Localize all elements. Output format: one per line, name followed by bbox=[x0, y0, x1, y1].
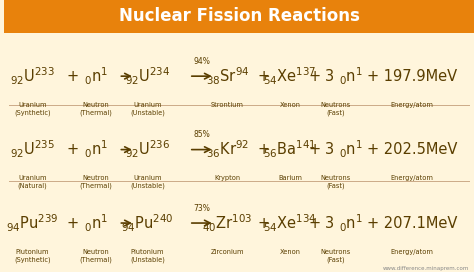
Text: $_{92}$U$^{233}$: $_{92}$U$^{233}$ bbox=[10, 66, 55, 87]
Text: Neutrons
(Fast): Neutrons (Fast) bbox=[320, 249, 351, 263]
Text: + 207.1MeV: + 207.1MeV bbox=[367, 215, 457, 231]
Text: Plutonium
(Unstable): Plutonium (Unstable) bbox=[130, 249, 165, 263]
Text: $_{92}$U$^{236}$: $_{92}$U$^{236}$ bbox=[125, 139, 170, 160]
Text: +: + bbox=[258, 69, 270, 84]
Text: 73%: 73% bbox=[193, 203, 210, 213]
Text: $_{0}$n$^{1}$: $_{0}$n$^{1}$ bbox=[84, 66, 108, 87]
Text: Krypton: Krypton bbox=[214, 175, 240, 181]
Text: Neutrons
(Fast): Neutrons (Fast) bbox=[320, 175, 351, 189]
Text: Uranium
(Natural): Uranium (Natural) bbox=[18, 175, 47, 189]
Text: + 3 $_{0}$n$^{1}$: + 3 $_{0}$n$^{1}$ bbox=[308, 66, 363, 87]
Text: Xenon: Xenon bbox=[279, 102, 301, 108]
Text: +: + bbox=[66, 142, 79, 157]
Text: Energy/atom: Energy/atom bbox=[391, 175, 433, 181]
Text: Neutrons
(Fast): Neutrons (Fast) bbox=[320, 102, 351, 116]
Text: $_{94}$Pu$^{239}$: $_{94}$Pu$^{239}$ bbox=[6, 212, 59, 234]
Text: 85%: 85% bbox=[193, 130, 210, 139]
Text: Zirconium: Zirconium bbox=[210, 249, 244, 255]
Text: $_{36}$Kr$^{92}$: $_{36}$Kr$^{92}$ bbox=[206, 139, 249, 160]
Text: +: + bbox=[66, 215, 79, 231]
Text: Nuclear Fission Reactions: Nuclear Fission Reactions bbox=[118, 7, 360, 25]
Text: +: + bbox=[258, 142, 270, 157]
Text: $_{40}$Zr$^{103}$: $_{40}$Zr$^{103}$ bbox=[202, 212, 253, 234]
Text: $_{38}$Sr$^{94}$: $_{38}$Sr$^{94}$ bbox=[206, 66, 249, 87]
Text: Xenon: Xenon bbox=[279, 249, 301, 255]
Text: $_{0}$n$^{1}$: $_{0}$n$^{1}$ bbox=[84, 139, 108, 160]
FancyBboxPatch shape bbox=[4, 0, 474, 33]
Text: Neutron
(Thermal): Neutron (Thermal) bbox=[80, 249, 112, 263]
Text: $_{56}$Ba$^{141}$: $_{56}$Ba$^{141}$ bbox=[263, 139, 317, 160]
Text: Energy/atom: Energy/atom bbox=[391, 102, 433, 108]
Text: $_{54}$Xe$^{137}$: $_{54}$Xe$^{137}$ bbox=[263, 66, 317, 87]
Text: Neutron
(Thermal): Neutron (Thermal) bbox=[80, 175, 112, 189]
Text: $_{94}$Pu$^{240}$: $_{94}$Pu$^{240}$ bbox=[121, 212, 174, 234]
Text: +: + bbox=[258, 215, 270, 231]
Text: + 197.9MeV: + 197.9MeV bbox=[367, 69, 457, 84]
Text: Neutron
(Thermal): Neutron (Thermal) bbox=[80, 102, 112, 116]
Text: $_{92}$U$^{235}$: $_{92}$U$^{235}$ bbox=[10, 139, 55, 160]
Text: + 3 $_{0}$n$^{1}$: + 3 $_{0}$n$^{1}$ bbox=[308, 139, 363, 160]
Text: Uranium
(Unstable): Uranium (Unstable) bbox=[130, 175, 165, 189]
Text: Plutonium
(Synthetic): Plutonium (Synthetic) bbox=[14, 249, 51, 263]
Text: $_{92}$U$^{234}$: $_{92}$U$^{234}$ bbox=[125, 66, 170, 87]
Text: $_{0}$n$^{1}$: $_{0}$n$^{1}$ bbox=[84, 212, 108, 234]
Text: Barium: Barium bbox=[278, 175, 302, 181]
Text: Uranium
(Synthetic): Uranium (Synthetic) bbox=[14, 102, 51, 116]
Text: + 3 $_{0}$n$^{1}$: + 3 $_{0}$n$^{1}$ bbox=[308, 212, 363, 234]
Text: Uranium
(Unstable): Uranium (Unstable) bbox=[130, 102, 165, 116]
Text: $_{54}$Xe$^{134}$: $_{54}$Xe$^{134}$ bbox=[263, 212, 317, 234]
Text: +: + bbox=[66, 69, 79, 84]
Text: + 202.5MeV: + 202.5MeV bbox=[367, 142, 457, 157]
Text: 94%: 94% bbox=[193, 57, 210, 66]
Text: www.difference.minaprem.com: www.difference.minaprem.com bbox=[383, 266, 469, 271]
Text: Energy/atom: Energy/atom bbox=[391, 249, 433, 255]
Text: Strontium: Strontium bbox=[211, 102, 244, 108]
